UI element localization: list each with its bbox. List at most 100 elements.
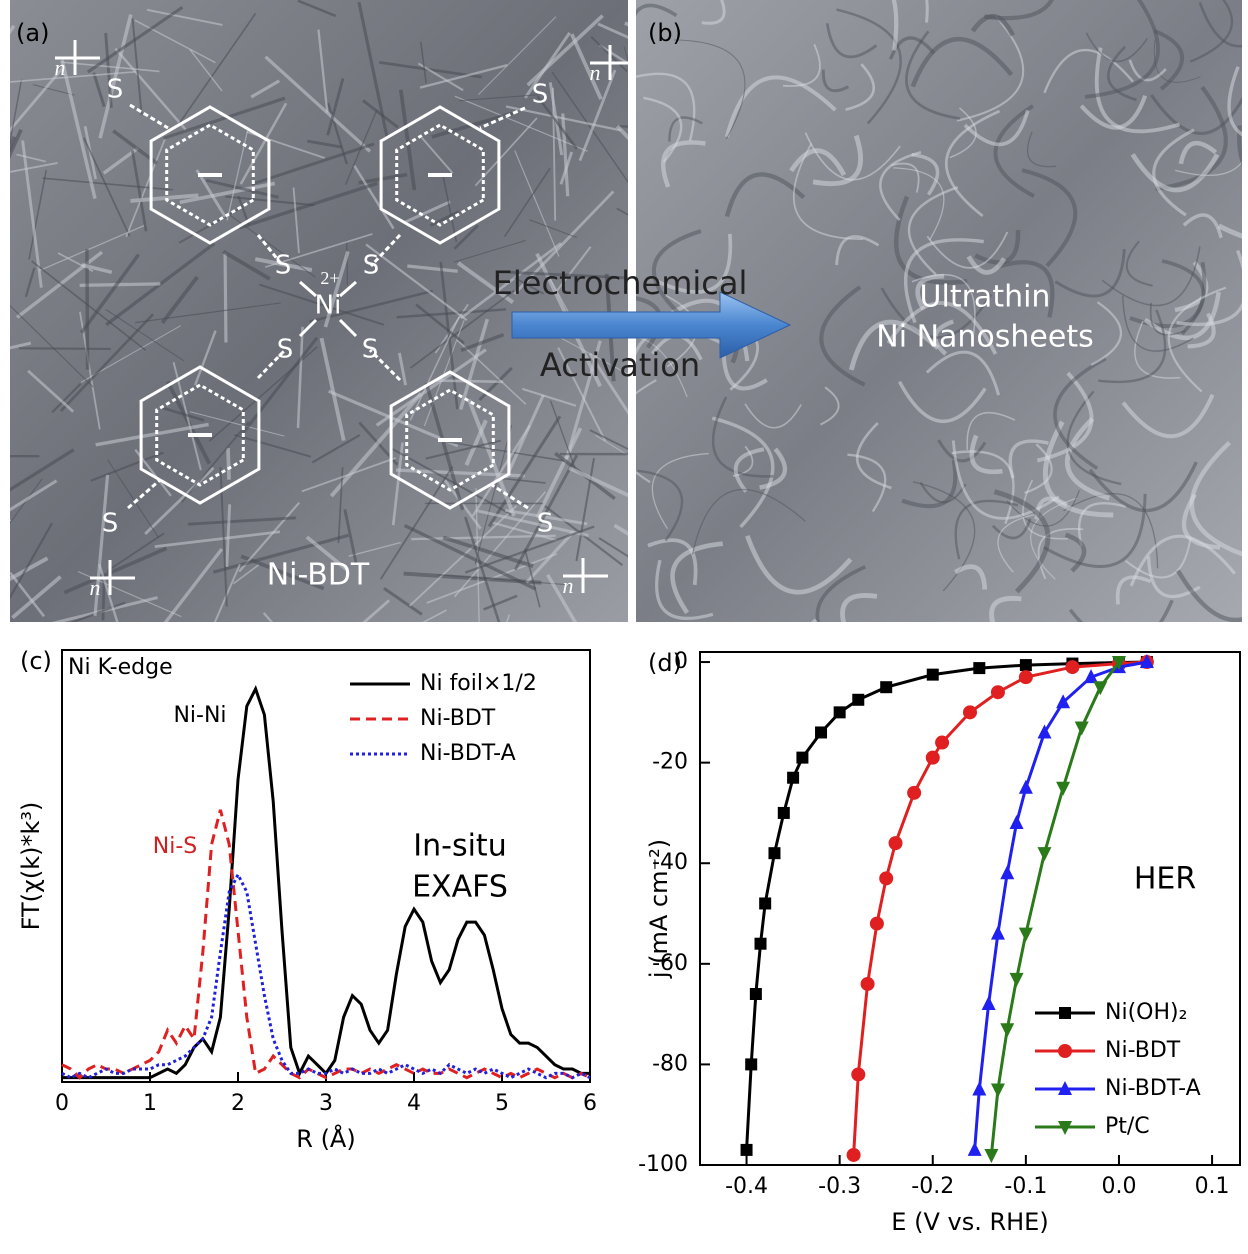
marker [968,1142,982,1156]
marker [1019,780,1033,794]
legend-label: Pt/C [1105,1114,1150,1139]
x-axis-label: E (V vs. RHE) [891,1208,1048,1236]
x-tick-label: 4 [407,1091,421,1116]
sulfur-label: S [537,509,554,539]
series-line [62,810,590,1078]
chart-c: 0123456R (Å)FT(χ(k)*k³)(c)Ni K-edgeNi-Ni… [17,647,597,1153]
texture-line [80,284,161,286]
legend-label: Ni(OH)₂ [1105,1000,1187,1025]
legend-label: Ni-BDT-A [1105,1076,1201,1101]
legend-label: Ni foil×1/2 [420,671,537,696]
annotation: HER [1134,862,1196,897]
n-label: n [55,55,66,80]
marker [982,996,996,1010]
marker [759,897,771,909]
marker [1058,1044,1072,1058]
marker [973,662,985,674]
marker [1000,865,1014,879]
texture-line [228,448,229,480]
caption: Ultrathin [920,280,1051,315]
marker [1000,1023,1014,1037]
x-tick-label: -0.1 [1004,1174,1047,1199]
marker [861,977,875,991]
marker [1093,681,1107,695]
marker [870,917,884,931]
marker [927,669,939,681]
n-label: n [563,573,574,598]
marker [852,694,864,706]
marker [1020,659,1032,671]
x-tick-label: 2 [231,1091,245,1116]
y-axis-label: FT(χ(k)*k³) [17,802,45,931]
x-tick-label: 0.0 [1101,1174,1136,1199]
y-tick-label: -80 [652,1051,688,1076]
marker [935,736,949,750]
marker [768,847,780,859]
x-tick-label: -0.2 [911,1174,954,1199]
annotation: Ni-Ni [173,703,226,728]
x-tick-label: 0 [55,1091,69,1116]
marker [745,1058,757,1070]
marker [984,1149,998,1163]
annotation: Ni-S [153,834,197,859]
marker [889,836,903,850]
marker [796,752,808,764]
y-tick-label: -100 [638,1152,688,1177]
marker [1065,660,1079,674]
marker [741,1144,753,1156]
metal-label: Ni [315,291,342,321]
charge-label: 2+ [320,268,339,288]
y-axis-label: j (mA cm⁻²) [645,839,673,979]
series-line [747,662,1147,1150]
panel-label: (a) [16,19,49,47]
marker [963,705,977,719]
marker [991,685,1005,699]
chart-d: -0.4-0.3-0.2-0.10.00.10-20-40-60-80-100E… [638,649,1240,1236]
legend-label: Ni-BDT [1105,1038,1181,1063]
x-tick-label: 3 [319,1091,333,1116]
x-axis-label: R (Å) [296,1124,355,1153]
marker [1010,815,1024,829]
x-tick-label: -0.4 [725,1174,768,1199]
sulfur-label: S [532,80,549,110]
marker [1010,973,1024,987]
annotation: EXAFS [412,870,508,905]
arrow-label: Electrochemical [493,264,748,302]
y-tick-label: -20 [652,750,688,775]
marker [815,726,827,738]
marker [879,871,893,885]
marker [1059,1007,1071,1019]
n-label: n [590,60,601,85]
marker [972,1082,986,1096]
marker [880,681,892,693]
marker [787,772,799,784]
marker [755,938,767,950]
marker [834,706,846,718]
n-label: n [90,575,101,600]
texture-line [0,520,11,534]
marker [847,1148,861,1162]
legend-label: Ni-BDT-A [420,741,516,766]
panel-label: (b) [648,19,682,47]
caption: Ni Nanosheets [876,320,1093,355]
sulfur-label: S [363,251,380,281]
legend-label: Ni-BDT [420,706,496,731]
series-line [991,662,1119,1155]
marker [926,751,940,765]
marker [991,1084,1005,1098]
caption: Ni-BDT [267,558,370,593]
marker [1056,782,1070,796]
texture-line [19,348,111,349]
figure: SSSSSSSSnnnn Electrochemical Activation … [0,0,1248,1254]
marker [851,1067,865,1081]
marker [1019,928,1033,942]
marker [750,988,762,1000]
texture-line [225,253,226,342]
texture-sheet [789,620,831,702]
series-line [62,875,590,1078]
annotation: Ni K-edge [68,655,173,680]
sulfur-label: S [275,251,292,281]
x-tick-label: 6 [583,1091,597,1116]
marker [1075,721,1089,735]
annotation: In-situ [413,829,506,864]
